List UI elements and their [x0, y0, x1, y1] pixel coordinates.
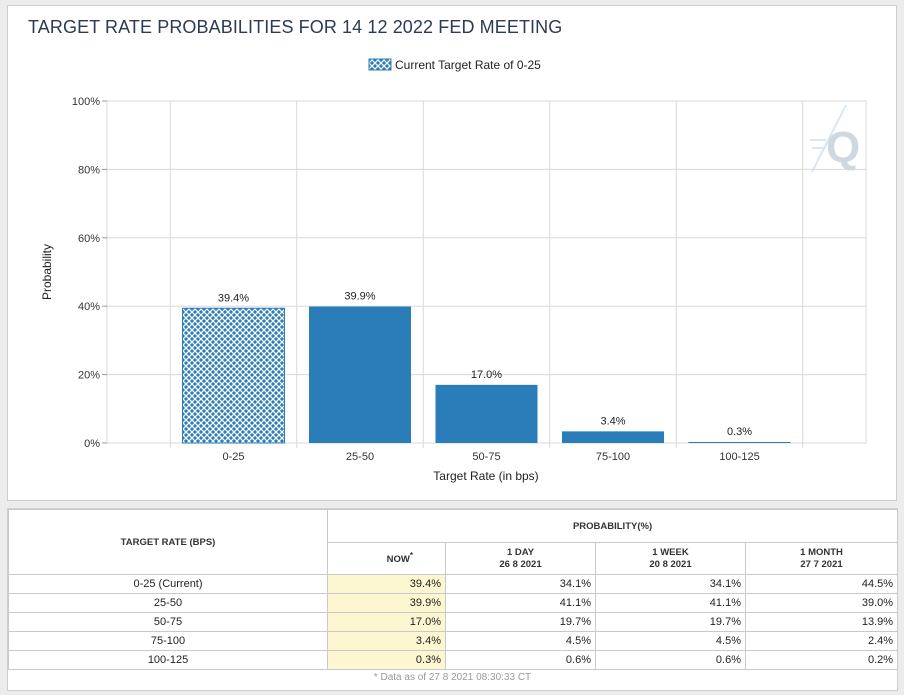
y-tick-label: 40% — [78, 301, 100, 313]
x-tick-label: 25-50 — [346, 451, 374, 463]
y-axis: 0% 20% 40% 60% 80% 100% — [72, 96, 107, 450]
legend-swatch — [368, 58, 392, 71]
day-cell: 41.1% — [445, 593, 596, 613]
week-cell: 4.5% — [595, 631, 746, 651]
probability-table-panel: TARGET RATE (BPS) PROBABILITY(%) NOW* 1 … — [7, 508, 899, 691]
probability-header: PROBABILITY(%) — [326, 509, 899, 543]
svg-text:Q: Q — [826, 123, 860, 172]
now-cell: 39.9% — [327, 593, 446, 613]
bar-value-label: 17.0% — [471, 369, 502, 381]
bar-value-label: 3.4% — [600, 415, 625, 427]
month-cell: 0.2% — [744, 650, 899, 670]
y-tick-label: 60% — [78, 233, 100, 245]
bar-0-25[interactable] — [182, 307, 285, 444]
now-cell: 0.3% — [327, 650, 446, 670]
x-tick-label: 0-25 — [222, 451, 244, 463]
day-cell: 0.6% — [445, 650, 596, 670]
table-row: 100-125 0.3% 0.6% 0.6% 0.2% — [8, 650, 899, 670]
q-logo-icon: Q — [810, 104, 860, 173]
rate-cell: 75-100 — [8, 631, 328, 651]
day-cell: 19.7% — [445, 612, 596, 632]
bar-value-label: 39.9% — [344, 291, 375, 303]
day-cell: 34.1% — [445, 574, 596, 594]
col-1month-header[interactable]: 1 MONTH 27 7 2021 — [744, 542, 899, 575]
x-axis-label: Target Rate (in bps) — [433, 469, 538, 483]
bar-75-100[interactable] — [562, 431, 664, 443]
target-rate-header: TARGET RATE (BPS) — [8, 509, 328, 575]
table-row: 25-50 39.9% 41.1% 41.1% 39.0% — [8, 593, 899, 613]
month-cell: 39.0% — [744, 593, 899, 613]
chart-bars: 39.4% 39.9% 17.0% 3.4% 0.3% — [182, 291, 791, 444]
month-cell: 44.5% — [744, 574, 899, 594]
x-axis: 0-25 25-50 50-75 75-100 100-125 — [222, 451, 759, 463]
rate-cell: 0-25 (Current) — [8, 574, 328, 594]
bar-25-50[interactable] — [309, 306, 411, 443]
now-cell: 3.4% — [327, 631, 446, 651]
x-tick-label: 50-75 — [472, 451, 500, 463]
week-cell: 34.1% — [595, 574, 746, 594]
data-timestamp-footnote: * Data as of 27 8 2021 08:30:33 CT — [373, 672, 532, 683]
table-row: 50-75 17.0% 19.7% 19.7% 13.9% — [8, 612, 899, 632]
bar-50-75[interactable] — [435, 384, 538, 443]
col-1week-header[interactable]: 1 WEEK 20 8 2021 — [595, 542, 746, 575]
table-row: 0-25 (Current) 39.4% 34.1% 34.1% 44.5% — [8, 574, 899, 594]
x-tick-label: 100-125 — [719, 451, 759, 463]
y-tick-label: 100% — [72, 96, 100, 108]
page-title: TARGET RATE PROBABILITIES FOR 14 12 2022… — [28, 17, 563, 37]
rate-cell: 25-50 — [8, 593, 328, 613]
bar-value-label: 0.3% — [727, 426, 752, 438]
bar-100-125[interactable] — [688, 441, 791, 443]
chart-legend[interactable]: Current Target Rate of 0-25 — [368, 58, 541, 72]
y-tick-label: 0% — [84, 438, 100, 450]
table-row: 75-100 3.4% 4.5% 4.5% 2.4% — [8, 631, 899, 651]
week-cell: 41.1% — [595, 593, 746, 613]
day-cell: 4.5% — [445, 631, 596, 651]
bar-chart: Current Target Rate of 0-25 Q 39.4% 39.9%… — [40, 58, 867, 483]
col-1day-header[interactable]: 1 DAY 26 8 2021 — [445, 542, 596, 575]
now-cell: 39.4% — [327, 574, 446, 594]
now-cell: 17.0% — [327, 612, 446, 632]
bar-value-label: 39.4% — [218, 292, 249, 304]
rate-cell: 50-75 — [8, 612, 328, 632]
legend-label: Current Target Rate of 0-25 — [395, 58, 541, 72]
y-tick-label: 20% — [78, 370, 100, 382]
rate-cell: 100-125 — [8, 650, 328, 670]
probability-table: TARGET RATE (BPS) PROBABILITY(%) NOW* 1 … — [8, 509, 899, 670]
week-cell: 0.6% — [595, 650, 746, 670]
month-cell: 13.9% — [744, 612, 899, 632]
y-axis-label: Probability — [40, 244, 54, 300]
week-cell: 19.7% — [595, 612, 746, 632]
col-now-header[interactable]: NOW* — [327, 542, 446, 575]
month-cell: 2.4% — [744, 631, 899, 651]
y-tick-label: 80% — [78, 164, 100, 176]
x-tick-label: 75-100 — [596, 451, 630, 463]
